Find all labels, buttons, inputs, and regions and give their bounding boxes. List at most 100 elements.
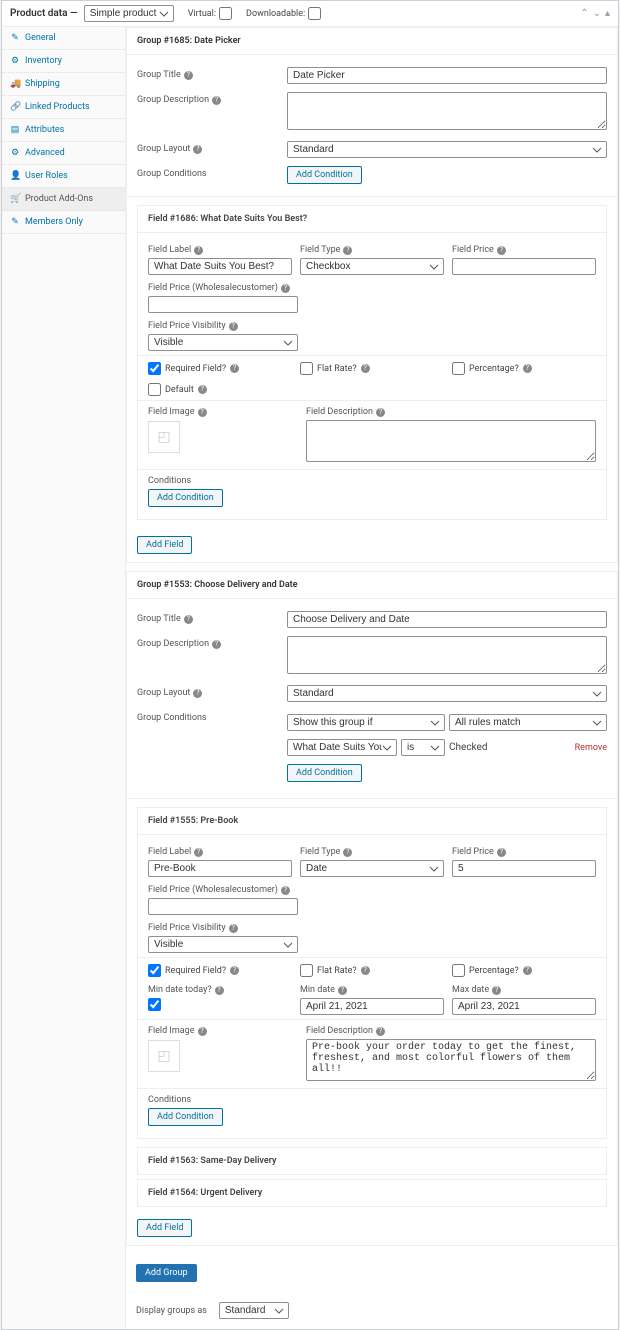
help-icon[interactable]: ? <box>376 1027 385 1036</box>
required-checkbox[interactable] <box>148 964 161 977</box>
image-placeholder[interactable]: ◰ <box>148 421 180 453</box>
group-layout-label: Group Layout <box>137 144 190 154</box>
group-title-input[interactable] <box>287 67 607 84</box>
help-icon[interactable]: ? <box>230 966 239 975</box>
help-icon[interactable]: ? <box>281 886 290 895</box>
cond-show-select[interactable]: Show this group if <box>287 714 445 731</box>
field-header[interactable]: Field #1686: What Date Suits You Best? <box>138 206 606 233</box>
field-header[interactable]: Field #1555: Pre-Book <box>138 808 606 835</box>
sidebar-item-members[interactable]: ✎Members Only <box>2 211 125 234</box>
field-price-input[interactable] <box>452 258 596 275</box>
help-icon[interactable]: ? <box>230 364 239 373</box>
help-icon[interactable]: ? <box>194 848 203 857</box>
add-field-button[interactable]: Add Field <box>137 536 192 554</box>
wholesale-input[interactable] <box>148 296 298 313</box>
sidebar-item-linked[interactable]: 🔗Linked Products <box>2 96 125 119</box>
help-icon[interactable]: ? <box>198 1027 207 1036</box>
help-icon[interactable]: ? <box>497 848 506 857</box>
field-type-select[interactable]: Date <box>300 860 444 877</box>
help-icon[interactable]: ? <box>492 986 501 995</box>
field-header[interactable]: Field #1564: Urgent Delivery <box>137 1179 607 1207</box>
help-icon[interactable]: ? <box>215 986 224 995</box>
help-icon[interactable]: ? <box>198 385 207 394</box>
visibility-select[interactable]: Visible <box>148 936 298 953</box>
wholesale-input[interactable] <box>148 898 298 915</box>
help-icon[interactable]: ? <box>229 322 238 331</box>
help-icon[interactable]: ? <box>338 986 347 995</box>
add-condition-button[interactable]: Add Condition <box>287 764 362 782</box>
display-as-select[interactable]: Standard <box>219 1302 289 1319</box>
help-icon[interactable]: ? <box>193 145 202 154</box>
conditions-label: Conditions <box>148 476 191 486</box>
image-placeholder[interactable]: ◰ <box>148 1040 180 1072</box>
group-header[interactable]: Group #1553: Choose Delivery and Date <box>127 572 617 599</box>
help-icon[interactable]: ? <box>198 408 207 417</box>
help-icon[interactable]: ? <box>523 364 532 373</box>
field-type-select[interactable]: Checkbox <box>300 258 444 275</box>
collapse-toggle-icon[interactable]: ▴ <box>605 8 610 19</box>
sidebar-item-general[interactable]: ✎General <box>2 27 125 50</box>
group-desc-input[interactable] <box>287 92 607 130</box>
help-icon[interactable]: ? <box>281 284 290 293</box>
percentage-checkbox[interactable] <box>452 362 465 375</box>
remove-link[interactable]: Remove <box>575 743 607 753</box>
help-icon[interactable]: ? <box>361 364 370 373</box>
help-icon[interactable]: ? <box>194 246 203 255</box>
visibility-select[interactable]: Visible <box>148 334 298 351</box>
add-condition-button[interactable]: Add Condition <box>148 1108 223 1126</box>
help-icon[interactable]: ? <box>229 924 238 933</box>
add-group-button[interactable]: Add Group <box>136 1264 197 1282</box>
help-icon[interactable]: ? <box>497 246 506 255</box>
cond-field-select[interactable]: What Date Suits You Best? [#168 <box>287 739 397 756</box>
group-layout-select[interactable]: Standard <box>287 685 607 702</box>
add-condition-button[interactable]: Add Condition <box>287 166 362 184</box>
help-icon[interactable]: ? <box>361 966 370 975</box>
mindate-input[interactable] <box>300 998 444 1015</box>
help-icon[interactable]: ? <box>523 966 532 975</box>
required-checkbox[interactable] <box>148 362 161 375</box>
field-price-label: Field Price <box>452 245 494 255</box>
link-icon: 🔗 <box>10 102 20 112</box>
help-icon[interactable]: ? <box>343 848 352 857</box>
maxdate-input[interactable] <box>452 998 596 1015</box>
sidebar-item-userroles[interactable]: 👤User Roles <box>2 165 125 188</box>
group-header[interactable]: Group #1685: Date Picker <box>127 28 617 55</box>
mindate-today-checkbox[interactable] <box>148 998 161 1011</box>
product-type-select[interactable]: Simple product <box>84 5 174 22</box>
add-field-button[interactable]: Add Field <box>137 1219 192 1237</box>
sidebar-item-inventory[interactable]: ⚙Inventory <box>2 50 125 73</box>
group-title-input[interactable] <box>287 611 607 628</box>
collapse-down-icon[interactable]: ⌄ <box>593 8 601 19</box>
sidebar-item-attributes[interactable]: ▤Attributes <box>2 119 125 142</box>
group-layout-select[interactable]: Standard <box>287 141 607 158</box>
field-label-input[interactable] <box>148 258 292 275</box>
field-desc-label: Field Description <box>306 407 373 417</box>
sidebar-item-addons[interactable]: 🛒Product Add-Ons <box>2 188 125 211</box>
help-icon[interactable]: ? <box>212 96 221 105</box>
collapse-up-icon[interactable]: ⌃ <box>580 8 588 19</box>
downloadable-checkbox[interactable] <box>308 7 321 20</box>
help-icon[interactable]: ? <box>343 246 352 255</box>
field-desc-input[interactable] <box>306 420 596 462</box>
field-label-input[interactable] <box>148 860 292 877</box>
sidebar-item-advanced[interactable]: ⚙Advanced <box>2 142 125 165</box>
cond-op-select[interactable]: is <box>401 739 445 756</box>
help-icon[interactable]: ? <box>184 71 193 80</box>
flatrate-checkbox[interactable] <box>300 964 313 977</box>
cond-match-select[interactable]: All rules match <box>449 714 607 731</box>
field-price-input[interactable] <box>452 860 596 877</box>
help-icon[interactable]: ? <box>184 615 193 624</box>
field-type-label: Field Type <box>300 245 340 255</box>
add-condition-button[interactable]: Add Condition <box>148 489 223 507</box>
field-header[interactable]: Field #1563: Same-Day Delivery <box>137 1147 607 1175</box>
group-desc-input[interactable] <box>287 636 607 674</box>
flatrate-checkbox[interactable] <box>300 362 313 375</box>
field-desc-input[interactable]: Pre-book your order today to get the fin… <box>306 1039 596 1081</box>
sidebar-item-shipping[interactable]: 🚚Shipping <box>2 73 125 96</box>
help-icon[interactable]: ? <box>376 408 385 417</box>
help-icon[interactable]: ? <box>212 640 221 649</box>
percentage-checkbox[interactable] <box>452 964 465 977</box>
virtual-checkbox[interactable] <box>219 7 232 20</box>
help-icon[interactable]: ? <box>193 689 202 698</box>
default-checkbox[interactable] <box>148 383 161 396</box>
